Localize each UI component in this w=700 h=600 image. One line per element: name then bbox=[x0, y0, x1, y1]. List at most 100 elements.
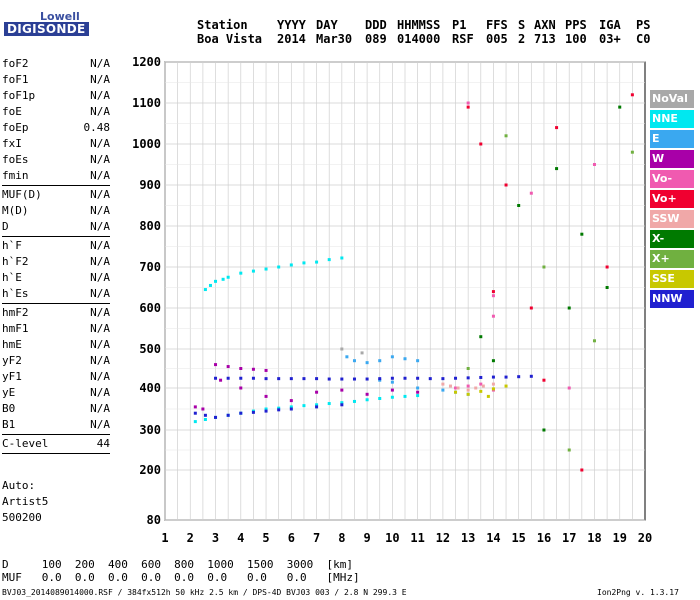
point-nne bbox=[327, 258, 331, 262]
point-x bbox=[479, 335, 483, 339]
header-value: 100 bbox=[565, 32, 587, 46]
point-x bbox=[592, 339, 596, 343]
x-tick-label: 11 bbox=[410, 531, 424, 545]
point-w bbox=[264, 394, 268, 398]
legend-w-entry: W bbox=[650, 150, 694, 168]
param-row: M(D) N/A bbox=[2, 203, 110, 219]
param-value: N/A bbox=[90, 89, 110, 102]
point-vo bbox=[555, 126, 559, 130]
header-label: PPS bbox=[565, 18, 587, 32]
muf-distance-row: D 100 200 400 600 800 1000 1500 3000 [km… bbox=[2, 558, 353, 571]
header-col-ffs: FFS 005 bbox=[486, 18, 508, 46]
header-value: Boa Vista bbox=[197, 32, 263, 46]
point-w bbox=[315, 390, 319, 394]
param-value: N/A bbox=[90, 255, 110, 268]
param-row: MUF(D) N/A bbox=[2, 187, 110, 203]
header-label: HHMMSS bbox=[397, 18, 441, 32]
x-tick-label: 1 bbox=[161, 531, 168, 545]
param-row: foE N/A bbox=[2, 104, 110, 120]
auto-line: Artist5 bbox=[2, 495, 49, 508]
point-ssw bbox=[441, 382, 445, 386]
param-separator bbox=[2, 434, 110, 435]
legend-nnw-entry: NNW bbox=[650, 290, 694, 308]
point-w bbox=[264, 368, 268, 372]
legend-x-entry: X+ bbox=[650, 250, 694, 268]
point-nnw bbox=[203, 413, 207, 417]
param-row: hmF2 N/A bbox=[2, 305, 110, 321]
point-nnw bbox=[529, 374, 533, 378]
header-value: 005 bbox=[486, 32, 508, 46]
point-vo bbox=[479, 142, 483, 146]
point-vo bbox=[466, 101, 470, 105]
param-separator bbox=[2, 236, 110, 237]
muf-value-row: MUF 0.0 0.0 0.0 0.0 0.0 0.0 0.0 0.0 [MHz… bbox=[2, 571, 360, 584]
param-separator bbox=[2, 303, 110, 304]
param-value: N/A bbox=[90, 338, 110, 351]
point-w bbox=[226, 365, 230, 369]
param-row: B0 N/A bbox=[2, 401, 110, 417]
param-value: N/A bbox=[90, 287, 110, 300]
param-name: foE bbox=[2, 105, 22, 118]
param-value: N/A bbox=[90, 188, 110, 201]
x-tick-label: 12 bbox=[436, 531, 450, 545]
param-name: fmin bbox=[2, 169, 29, 182]
point-nnw bbox=[428, 377, 432, 381]
point-sse bbox=[454, 390, 458, 394]
ionogram-chart: 1 2 3 4 5 6 7 8 9 10 11 12 13 14 15 16 17 18 19 20802003004… bbox=[132, 55, 652, 545]
point-e bbox=[390, 380, 394, 384]
point-nne bbox=[193, 420, 197, 424]
header-col-day: DAY Mar30 bbox=[316, 18, 352, 46]
point-nne bbox=[203, 288, 207, 292]
header-col-p1: P1 RSF bbox=[452, 18, 474, 46]
point-e bbox=[345, 355, 349, 359]
x-tick-label: 5 bbox=[262, 531, 269, 545]
point-nne bbox=[203, 418, 207, 421]
point-nnw bbox=[239, 376, 243, 380]
point-nnw bbox=[264, 377, 268, 381]
y-tick-label: 400 bbox=[139, 381, 161, 395]
param-row: h`F N/A bbox=[2, 238, 110, 254]
point-nnw bbox=[214, 376, 218, 380]
param-name: D bbox=[2, 220, 9, 233]
logo-lowell: Lowell bbox=[40, 10, 80, 23]
point-nne bbox=[277, 265, 281, 269]
x-tick-label: 4 bbox=[237, 531, 244, 545]
param-name: C-level bbox=[2, 437, 49, 450]
point-nnw bbox=[193, 411, 197, 415]
param-value: N/A bbox=[90, 105, 110, 118]
point-nne bbox=[390, 395, 394, 399]
point-nnw bbox=[479, 375, 483, 379]
point-vo bbox=[491, 294, 495, 298]
point-x bbox=[517, 204, 521, 207]
point-w bbox=[193, 405, 197, 409]
point-e bbox=[416, 386, 420, 390]
point-nne bbox=[264, 267, 268, 271]
param-row: hmF1 N/A bbox=[2, 321, 110, 337]
param-value: N/A bbox=[90, 386, 110, 399]
point-nnw bbox=[251, 410, 255, 414]
point-nnw bbox=[315, 405, 319, 409]
param-name: foF1 bbox=[2, 73, 29, 86]
point-w bbox=[251, 367, 255, 371]
point-vo bbox=[529, 306, 533, 310]
param-name: hmF2 bbox=[2, 306, 29, 319]
point-sse bbox=[486, 394, 490, 398]
param-name: h`F2 bbox=[2, 255, 29, 268]
point-x bbox=[542, 428, 546, 432]
header-value: C0 bbox=[636, 32, 651, 46]
header-label: DAY bbox=[316, 18, 338, 32]
point-ssw bbox=[481, 384, 485, 388]
param-value: N/A bbox=[90, 271, 110, 284]
point-nne bbox=[302, 261, 306, 265]
logo-digisonde: DIGISONDE bbox=[4, 22, 89, 36]
point-nnw bbox=[327, 377, 331, 381]
y-tick-label: 80 bbox=[147, 513, 161, 527]
header-value: Mar30 bbox=[316, 32, 353, 46]
point-nne bbox=[289, 263, 293, 267]
param-name: MUF(D) bbox=[2, 188, 42, 201]
point-ssw bbox=[491, 382, 495, 386]
point-nne bbox=[214, 279, 218, 283]
point-nnw bbox=[214, 415, 218, 419]
y-tick-label: 1200 bbox=[132, 55, 161, 69]
param-value: N/A bbox=[90, 354, 110, 367]
